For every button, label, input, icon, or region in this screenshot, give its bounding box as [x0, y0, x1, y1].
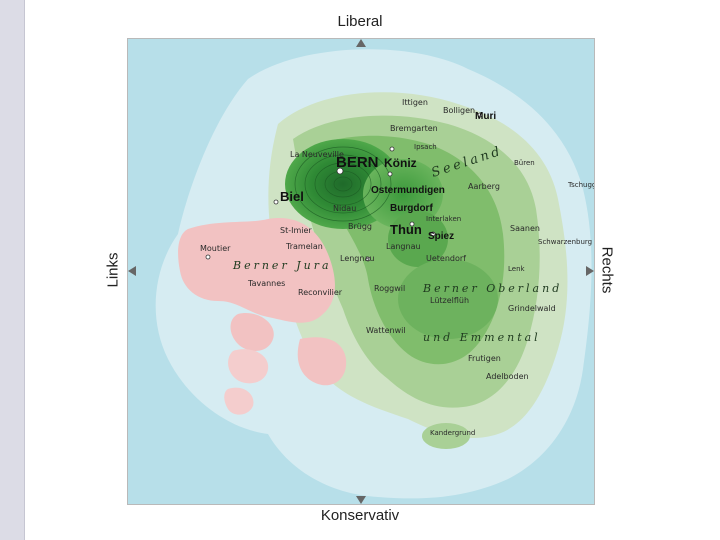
jura-island-1 [230, 313, 274, 351]
place-ipsach: Ipsach [414, 143, 437, 151]
place-burgdorf: Burgdorf [390, 203, 433, 214]
place-bueren: Büren [514, 159, 535, 167]
place-ittigen: Ittigen [402, 98, 428, 107]
place-bruegg: Brügg [348, 222, 372, 231]
place-spiez: Spiez [428, 231, 454, 242]
place-langnau: Langnau [386, 242, 421, 251]
jura-island-3 [228, 349, 269, 384]
bern-contours [294, 146, 392, 222]
place-adelboden: Adelboden [486, 372, 529, 381]
place-wattenwil: Wattenwil [366, 326, 406, 335]
place-la-neuveville: La Neuveville [290, 150, 344, 159]
place-roggwil: Roggwil [374, 284, 405, 293]
place-koeniz: Köniz [384, 156, 417, 170]
region-berner-jura: Berner Jura [232, 259, 332, 272]
place-lenk: Lenk [508, 265, 526, 273]
place-bolligen: Bolligen [443, 106, 475, 115]
place-bremgarten: Bremgarten [390, 124, 438, 133]
place-luetzelflueh: Lützelflüh [430, 296, 469, 305]
place-st-imier: St-Imier [280, 226, 312, 235]
place-markers [205, 112, 483, 262]
map-canvas: Seeland Berner Jura Berner Oberland und … [128, 39, 594, 504]
place-kandergrund: Kandergrund [430, 429, 475, 437]
jura-region [178, 218, 335, 323]
axis-label-top: Liberal [337, 13, 383, 30]
jura-island-2 [297, 337, 347, 386]
axis-label-right: Rechts [598, 246, 616, 294]
region-emmental: und Emmental [423, 331, 541, 344]
place-schwarzenburg: Schwarzenburg [538, 238, 592, 246]
thun-cluster [388, 211, 448, 267]
oberland-cluster [398, 259, 498, 339]
region-berner-oberland: Berner Oberland [422, 282, 562, 295]
place-tschugg: Tschugg [567, 181, 594, 189]
place-aarberg: Aarberg [468, 182, 500, 191]
place-moutier: Moutier [200, 244, 231, 253]
place-tavannes: Tavannes [247, 279, 285, 288]
axis-label-bottom: Konservativ [320, 507, 400, 524]
left-sidebar-strip [0, 0, 25, 540]
kandergrund-island [422, 423, 470, 449]
place-saanen: Saanen [510, 224, 540, 233]
place-ostermundigen: Ostermundigen [371, 185, 445, 196]
place-grindelwald: Grindelwald [508, 304, 556, 313]
political-landscape-map: Seeland Berner Jura Berner Oberland und … [127, 38, 595, 505]
edge-arrows [128, 39, 594, 504]
place-nidau: Nidau [333, 204, 356, 213]
place-thun: Thun [390, 222, 422, 237]
place-frutigen: Frutigen [468, 354, 501, 363]
place-bern: BERN [336, 154, 379, 171]
place-uetendorf: Uetendorf [426, 254, 466, 263]
place-interlaken: Interlaken [426, 215, 461, 223]
place-lengnau: Lengnau [340, 254, 374, 263]
jura-island-4 [224, 387, 254, 415]
axis-label-left: Links [104, 252, 122, 288]
place-muri: Muri [475, 111, 496, 122]
place-biel: Biel [280, 189, 304, 204]
place-tramelan: Tramelan [285, 242, 323, 251]
place-reconvilier: Reconvilier [298, 288, 343, 297]
